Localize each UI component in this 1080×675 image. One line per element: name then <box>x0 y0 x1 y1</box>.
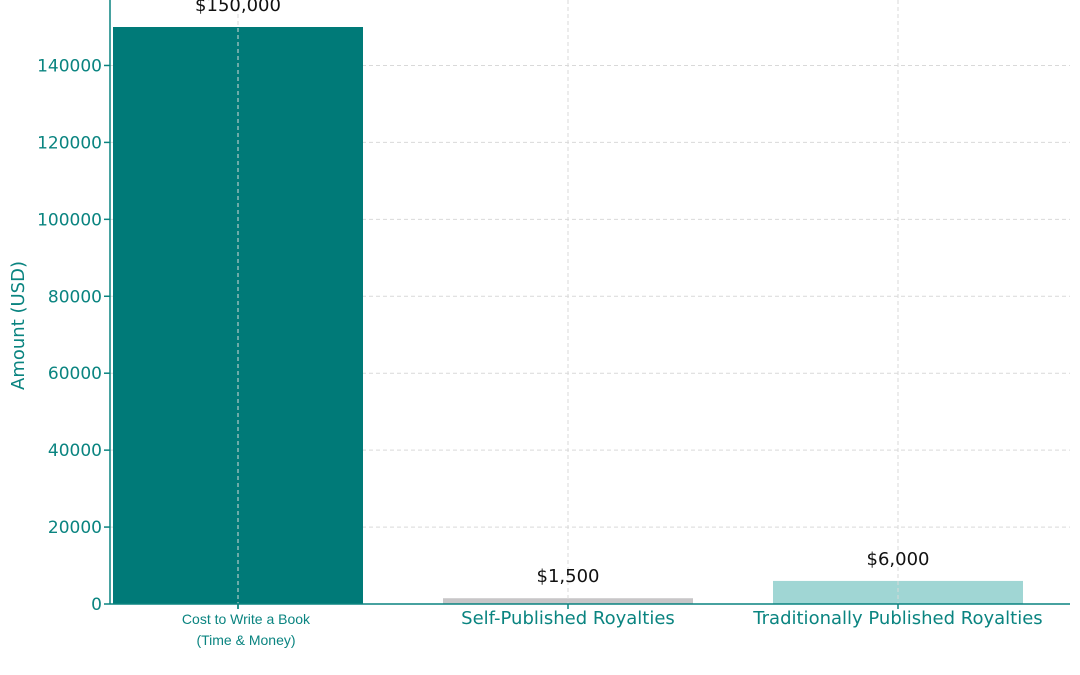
y-tick-label: 80000 <box>48 287 102 307</box>
y-tick-label: 120000 <box>37 133 102 153</box>
label-layer: 0 20000 40000 60000 80000 100000 120000 140000 $… <box>8 0 1043 648</box>
y-tick-label: 0 <box>91 595 102 615</box>
data-label: $150,000 <box>195 0 281 16</box>
x-category-label: (Time & Money) <box>196 632 295 648</box>
y-tick-label: 20000 <box>48 518 102 538</box>
x-category-label: Cost to Write a Book <box>182 611 311 627</box>
y-tick-label: 140000 <box>37 56 102 76</box>
grid-layer <box>110 64 1070 528</box>
vertical-grid-layer <box>237 0 899 604</box>
x-category-label: Self-Published Royalties <box>461 608 675 629</box>
y-tick-label: 40000 <box>48 441 102 461</box>
y-tick-label: 60000 <box>48 364 102 384</box>
y-tick-label: 100000 <box>37 210 102 230</box>
data-label: $1,500 <box>537 566 600 587</box>
bar <box>443 598 693 604</box>
axis-layer <box>104 0 1070 609</box>
x-category-label: Traditionally Published Royalties <box>752 608 1042 629</box>
bar <box>773 580 1023 604</box>
y-axis-title: Amount (USD) <box>8 261 29 390</box>
data-label: $6,000 <box>867 549 930 570</box>
